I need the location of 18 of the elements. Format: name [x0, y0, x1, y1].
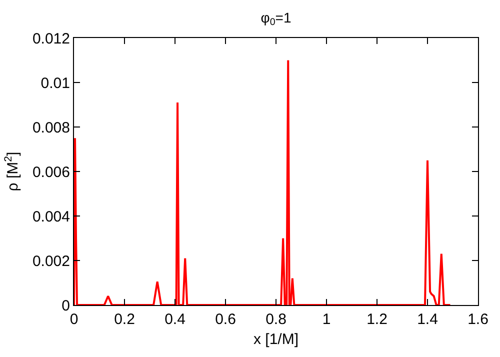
y-tick-label: 0.008: [32, 119, 70, 136]
y-tick-label: 0.01: [40, 74, 70, 92]
line-series: [74, 59, 452, 305]
x-tick-label: 0.4: [164, 311, 186, 328]
x-tick-label: 1.4: [417, 311, 438, 328]
chart-title: φ$_{0}$=1: [260, 9, 292, 28]
y-tick-label: 0.004: [32, 208, 70, 226]
y-tick-label: 0.002: [32, 252, 70, 270]
x-tick-label: 1: [322, 311, 331, 328]
x-axis-title: x [1/M]: [253, 331, 299, 348]
y-tick-label: 0.012: [32, 30, 70, 48]
x-tick-label: 1.6: [468, 311, 488, 328]
x-tick-label: 0.8: [266, 311, 286, 328]
y-tick-label: 0: [62, 297, 70, 314]
y-tick-label: 0.006: [32, 164, 70, 181]
x-tick-label: 0.2: [114, 311, 135, 328]
x-tick-label: 0.6: [215, 311, 236, 328]
x-tick-label: 1.2: [366, 311, 388, 328]
